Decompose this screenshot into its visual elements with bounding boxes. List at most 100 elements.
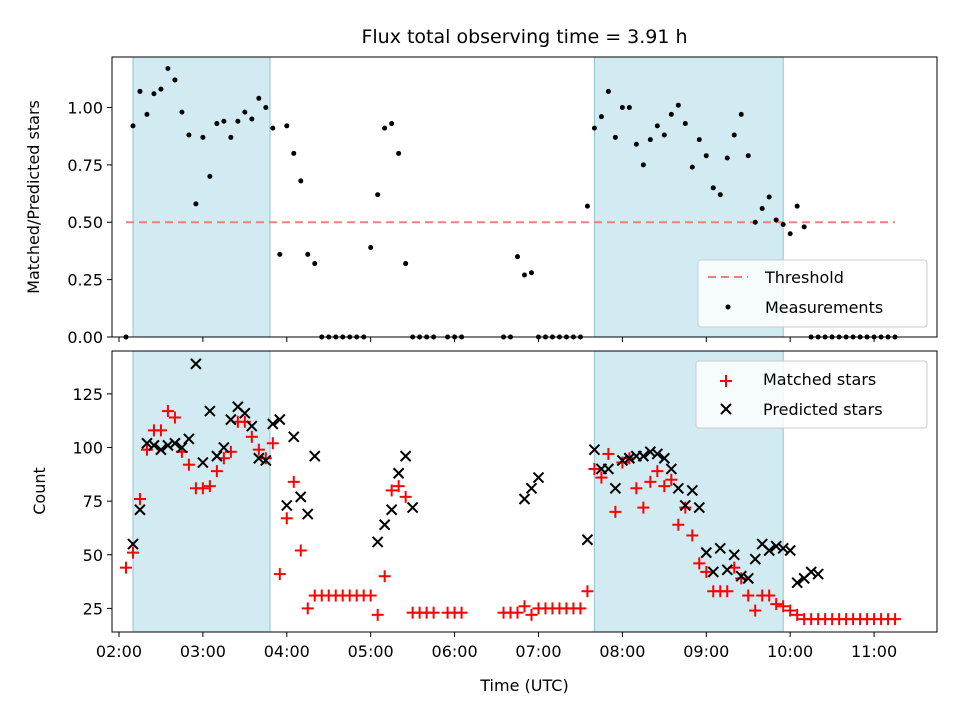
- x-tick-label: 09:00: [683, 642, 729, 661]
- measurement-point: [703, 153, 709, 159]
- top-x-ticks: [118, 337, 875, 342]
- predicted-point: [267, 418, 279, 430]
- matched-point: [651, 465, 664, 478]
- measurement-point: [256, 95, 262, 101]
- matched-point: [672, 518, 685, 531]
- predicted-point: [616, 454, 629, 467]
- measurement-point: [612, 134, 618, 140]
- measurement-point: [242, 109, 248, 115]
- predicted-point: [791, 576, 803, 589]
- predicted-point: [406, 501, 419, 514]
- matched-point: [154, 424, 167, 437]
- predicted-point: [609, 482, 622, 494]
- measurement-point: [291, 150, 297, 156]
- matched-point: [693, 557, 706, 570]
- predicted-point: [728, 549, 740, 561]
- top-axes-frame: [111, 56, 938, 338]
- bottom-x-ticks: 02:00 03:00 04:00 05:00 06:00 07:00 08:00 09:00…: [96, 632, 897, 661]
- shaded-interval: [132, 56, 271, 338]
- predicted-point: [721, 564, 733, 576]
- measurement-point: [647, 137, 653, 143]
- predicted-point: [197, 456, 209, 469]
- measurement-point: [654, 123, 660, 129]
- measurement-point: [221, 118, 227, 124]
- y-tick-label: 50: [83, 546, 103, 565]
- predicted-point: [253, 452, 265, 464]
- measurement-point: [717, 192, 723, 198]
- measurement-point: [200, 134, 206, 140]
- predicted-point: [169, 437, 181, 449]
- predicted-point: [742, 572, 754, 585]
- matched-point: [126, 546, 139, 559]
- measurement-point: [270, 125, 276, 131]
- matched-point: [182, 458, 195, 471]
- measurement-point: [598, 114, 604, 120]
- measurement-point: [186, 132, 192, 138]
- predicted-point: [127, 538, 139, 550]
- matched-point: [259, 452, 272, 465]
- matched-point: [581, 585, 594, 598]
- measurement-point: [382, 125, 388, 131]
- x-tick-label: 04:00: [264, 642, 310, 661]
- matched-point: [280, 512, 293, 525]
- matched-point: [245, 430, 258, 443]
- predicted-point: [399, 450, 412, 462]
- measurement-point: [228, 134, 234, 140]
- measurement-point: [172, 77, 178, 83]
- measurement-point: [214, 121, 220, 127]
- predicted-point: [148, 439, 160, 452]
- predicted-point: [295, 491, 307, 503]
- legend-measurements-label: Measurements: [765, 298, 883, 317]
- predicted-point: [309, 450, 321, 462]
- matched-point: [609, 505, 622, 518]
- predicted-point: [602, 463, 615, 475]
- predicted-point: [371, 536, 384, 548]
- measurement-point: [137, 88, 143, 94]
- matched-point: [119, 561, 132, 574]
- measurement-point: [193, 201, 199, 207]
- measurement-point: [298, 178, 304, 184]
- matched-point: [364, 589, 377, 602]
- bottom-matched-points: [119, 405, 902, 626]
- measurement-point: [731, 132, 737, 138]
- top-y-ticks: 0.00 0.25 0.50 0.75 1.00: [67, 98, 112, 347]
- predicted-point: [260, 454, 272, 467]
- predicted-point: [239, 407, 251, 419]
- predicted-point: [784, 544, 796, 557]
- matched-point: [700, 565, 713, 578]
- measurement-point: [158, 86, 164, 92]
- panel-bottom: 25 50 75 100 125 02:00 03:00 04:00 05:00 06:00 07…: [30, 350, 938, 695]
- measurement-point: [682, 121, 688, 127]
- panel-top: 0.00 0.25 0.50 0.75 1.00 Matched/Predicted s…: [24, 56, 938, 347]
- measurement-point: [151, 91, 157, 97]
- measurement-point: [710, 185, 716, 191]
- predicted-point: [707, 566, 719, 578]
- x-axis-label: Time (UTC): [479, 676, 568, 695]
- measurement-point: [752, 219, 758, 225]
- y-tick-label: 0.75: [67, 156, 103, 175]
- predicted-point: [246, 420, 258, 432]
- predicted-point: [385, 504, 398, 516]
- bottom-shaded-regions: [132, 350, 784, 633]
- matched-point: [595, 471, 608, 484]
- matched-point: [399, 490, 412, 503]
- top-legend-box: [697, 259, 928, 328]
- matched-point: [777, 600, 790, 613]
- measurement-point: [403, 261, 409, 267]
- matched-point: [287, 475, 300, 488]
- predicted-point: [763, 544, 775, 557]
- matched-point: [574, 602, 587, 615]
- matched-point: [203, 480, 216, 493]
- shaded-interval: [132, 350, 271, 633]
- matched-point: [525, 608, 538, 621]
- matched-point: [385, 484, 398, 497]
- matched-point: [749, 604, 762, 617]
- measurement-point: [277, 251, 283, 257]
- y-tick-label: 0.50: [67, 213, 103, 232]
- matched-point: [266, 437, 279, 450]
- matched-point: [518, 600, 531, 613]
- matched-point: [301, 602, 314, 615]
- matched-point: [784, 604, 797, 617]
- measurement-point: [759, 205, 765, 211]
- legend-matched-swatch: [720, 375, 732, 387]
